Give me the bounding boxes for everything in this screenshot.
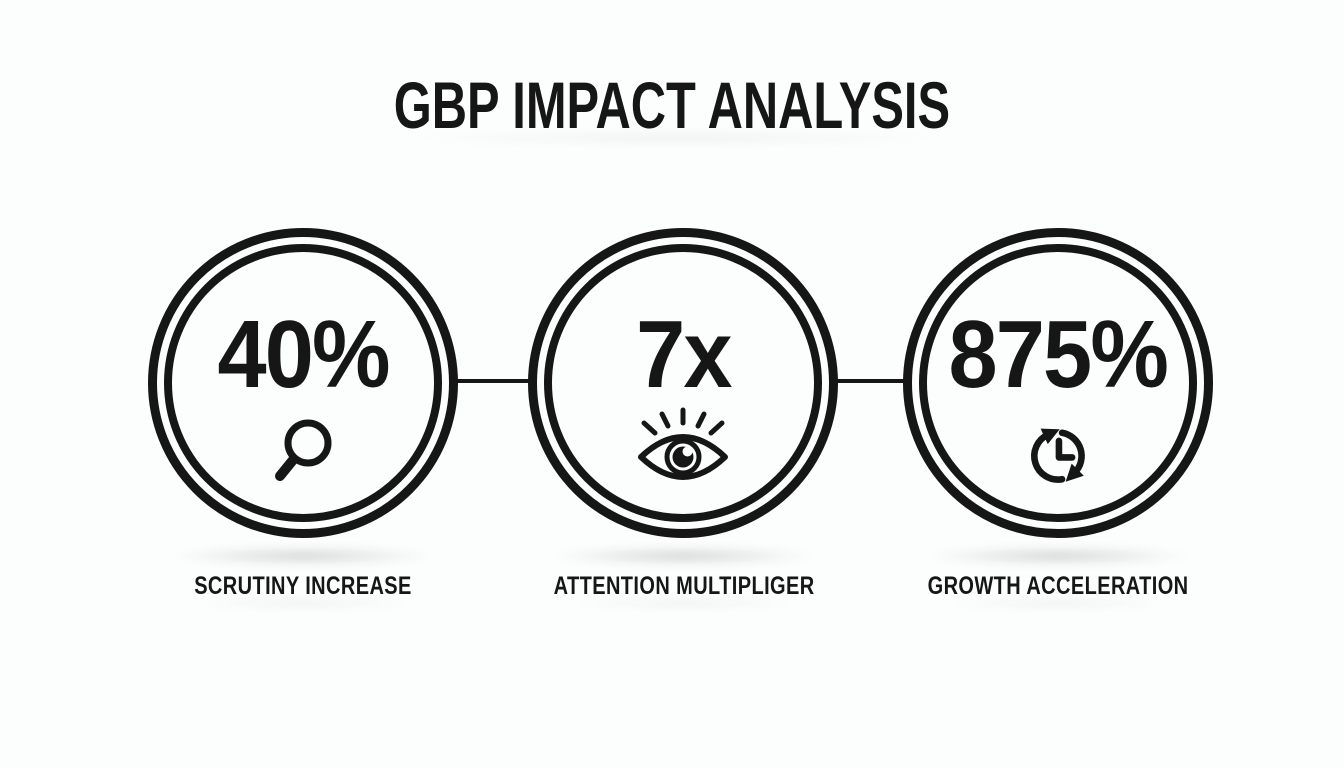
magnifier-icon: [275, 419, 332, 481]
stat-circle-attention: 7x: [528, 228, 838, 538]
clock-refresh-icon: [1031, 428, 1085, 483]
stat-value-attention: 7x: [635, 301, 732, 408]
inner-ring: [919, 244, 1197, 522]
eye-icon: [638, 407, 728, 480]
page-title-text: GBP IMPACT ANALYSIS: [393, 68, 951, 142]
inner-ring: [544, 244, 822, 522]
stat-label-attention: ATTENTION MULTIPLIGER: [553, 572, 815, 600]
circle-shadow: [173, 546, 433, 566]
stat-label-scrutiny: SCRUTINY INCREASE: [194, 572, 412, 600]
circle-shadow: [928, 546, 1188, 566]
stat-value-growth: 875%: [948, 301, 1169, 408]
page-title: GBP IMPACT ANALYSIS: [0, 72, 1344, 138]
circle-shadow: [553, 546, 813, 566]
stat-value-scrutiny: 40%: [217, 301, 390, 408]
stat-circle-growth: 875%: [903, 228, 1213, 538]
stat-circle-scrutiny: 40%: [148, 228, 458, 538]
inner-ring: [164, 244, 442, 522]
stat-label-growth: GROWTH ACCELERATION: [927, 572, 1189, 600]
connector-line: [837, 379, 904, 383]
connector-line: [457, 379, 529, 383]
